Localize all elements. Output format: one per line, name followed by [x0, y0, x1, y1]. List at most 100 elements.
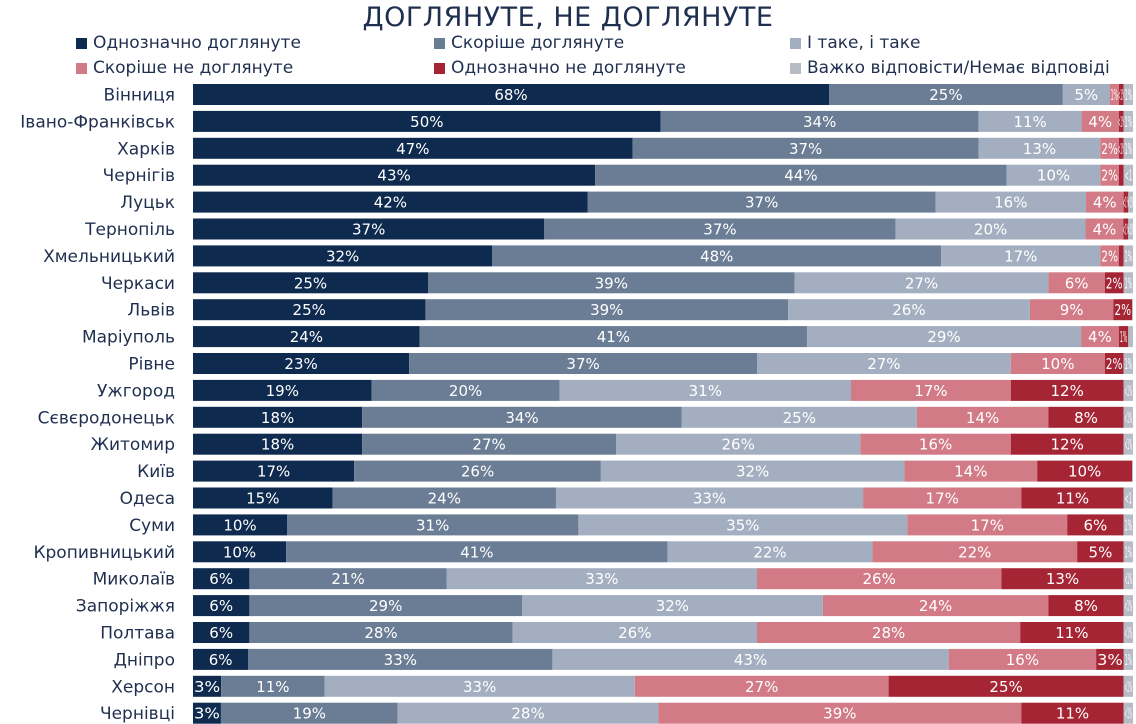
- bar-segment: [851, 379, 1011, 401]
- bar-segment: [1081, 110, 1119, 132]
- data-label: 27%: [745, 678, 778, 696]
- data-label: 32%: [656, 597, 689, 615]
- bar-segment: [1128, 326, 1133, 348]
- chart-title: ДОГЛЯНУТЕ, НЕ ДОГЛЯНУТЕ: [362, 2, 774, 33]
- data-label: 10%: [1041, 355, 1074, 373]
- data-label: 29%: [927, 328, 960, 346]
- bar-segment: [632, 137, 979, 159]
- bar-segment: [1132, 299, 1133, 321]
- data-label: 28%: [364, 624, 397, 642]
- bar-segment: [1048, 406, 1124, 428]
- data-label: 22%: [753, 543, 786, 561]
- data-label: 6%: [209, 651, 233, 669]
- bar-segment: [907, 514, 1068, 536]
- bar-segment: [1123, 568, 1133, 590]
- bar-segment: [397, 702, 659, 724]
- bar-segment: [362, 433, 616, 455]
- bar-segment: [978, 137, 1101, 159]
- bar-segment: [1086, 191, 1124, 213]
- bar-segment: [1123, 675, 1133, 697]
- data-label: 1%: [1120, 328, 1127, 346]
- data-label: 1%: [1125, 113, 1132, 131]
- bar-segment: [904, 460, 1038, 482]
- bar-segment: [616, 433, 861, 455]
- bar-segment: [1010, 433, 1124, 455]
- data-label: 11%: [1056, 705, 1089, 723]
- data-label: 2%: [1101, 140, 1118, 158]
- bar-segment: [286, 541, 668, 563]
- bar-segment: [1128, 191, 1133, 213]
- bar-segment: [249, 595, 522, 617]
- data-label: 26%: [461, 463, 494, 481]
- bar-segment: [1021, 487, 1124, 509]
- data-label: 50%: [410, 113, 443, 131]
- bar-segment: [794, 272, 1049, 294]
- bar-segment: [193, 433, 363, 455]
- data-label: 39%: [823, 705, 856, 723]
- data-label: 28%: [872, 624, 905, 642]
- data-label: 26%: [722, 436, 755, 454]
- bar-segment: [941, 245, 1101, 267]
- bar-segment: [193, 218, 545, 240]
- category-label: Суми: [129, 516, 175, 536]
- bar-segment: [1048, 272, 1105, 294]
- data-label: 37%: [789, 140, 822, 158]
- data-label: 3%: [1097, 651, 1123, 669]
- legend-label: І таке, і таке: [807, 33, 921, 53]
- data-label: 33%: [463, 678, 496, 696]
- bar-segment: [552, 648, 949, 670]
- data-label: 22%: [958, 543, 991, 561]
- data-label: <1%: [1125, 436, 1132, 454]
- bar-segment: [193, 299, 426, 321]
- data-label: 17%: [914, 382, 947, 400]
- bar-segment: [1123, 433, 1133, 455]
- data-label: 4%: [1088, 328, 1112, 346]
- data-label: 1%: [1125, 355, 1132, 373]
- bar-segment: [544, 218, 896, 240]
- bar-segment: [578, 514, 908, 536]
- data-label: 42%: [374, 194, 407, 212]
- data-label: 10%: [1037, 167, 1070, 185]
- bar-segment: [1123, 218, 1129, 240]
- bar-segment: [1123, 137, 1133, 159]
- data-label: 24%: [290, 328, 323, 346]
- legend-swatch: [434, 62, 445, 74]
- bar-segment: [193, 353, 410, 374]
- bar-segment: [425, 299, 789, 321]
- data-label: 33%: [693, 490, 726, 508]
- data-label: 28%: [511, 705, 544, 723]
- data-label: 43%: [734, 651, 767, 669]
- data-label: 19%: [266, 382, 299, 400]
- bar-segment: [948, 648, 1097, 670]
- data-label: 9%: [1060, 301, 1084, 319]
- data-label: 1%: [1125, 247, 1132, 265]
- bar-segment: [193, 460, 355, 482]
- bar-segment: [978, 110, 1082, 132]
- data-label: 8%: [1074, 409, 1098, 427]
- data-label: 34%: [803, 113, 836, 131]
- bar-segment: [1123, 353, 1133, 374]
- bar-segment: [1029, 299, 1114, 321]
- category-label: Вінниця: [104, 86, 175, 106]
- data-label: 31%: [416, 516, 449, 534]
- bar-segment: [193, 326, 420, 348]
- bar-segment: [863, 487, 1022, 509]
- data-label: 4%: [1093, 194, 1117, 212]
- data-label: 25%: [929, 86, 962, 104]
- bar-segment: [1123, 541, 1133, 563]
- data-label: 17%: [971, 516, 1004, 534]
- category-label: Полтава: [100, 624, 175, 644]
- bar-segment: [193, 702, 221, 724]
- category-label: Житомир: [91, 435, 175, 455]
- legend-label: Однозначно доглянуте: [93, 33, 301, 53]
- data-label: 14%: [954, 463, 987, 481]
- data-label: 41%: [460, 543, 493, 561]
- bar-segment: [193, 191, 588, 213]
- data-label: 44%: [784, 167, 817, 185]
- data-label: 26%: [863, 570, 896, 588]
- data-label: <1%: [1125, 624, 1132, 642]
- category-label: Дніпро: [114, 650, 175, 670]
- bar-segment: [220, 702, 398, 724]
- legend-item: Скоріше доглянуте: [434, 32, 624, 54]
- bar-segment: [1113, 299, 1133, 321]
